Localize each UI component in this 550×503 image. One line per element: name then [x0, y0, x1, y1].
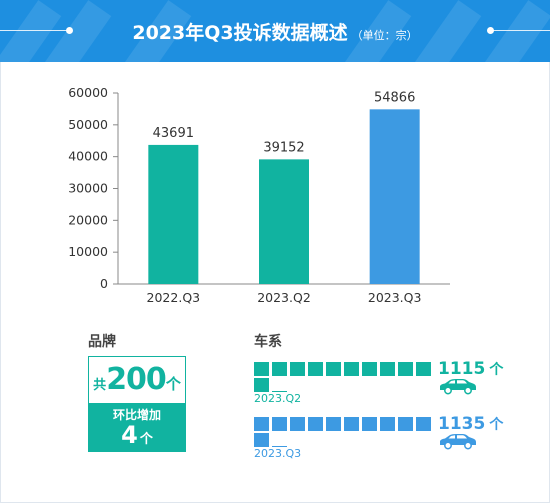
x-tick-label: 2023.Q2	[257, 290, 311, 305]
bar-data-label: 39152	[263, 140, 304, 155]
title-dot-left	[66, 27, 73, 34]
series-label: 车系	[254, 334, 282, 350]
brand-change-label: 环比增加	[112, 408, 161, 422]
y-tick-label: 50000	[68, 117, 108, 132]
series-cell	[398, 417, 413, 431]
bar	[259, 159, 309, 284]
series-cell	[362, 362, 377, 376]
y-tick-label: 30000	[68, 181, 108, 196]
y-tick-label: 0	[100, 276, 108, 291]
series-cell	[416, 362, 431, 376]
series-cell	[380, 417, 395, 431]
brand-change-unit: 个	[139, 432, 153, 447]
title-line-left	[0, 30, 70, 31]
series-cell	[254, 362, 269, 376]
bar-data-label: 43691	[153, 126, 194, 141]
page-title: 2023年Q3投诉数据概述	[132, 22, 348, 44]
series-value-number: 1135	[438, 414, 486, 434]
series-value: 1135 个	[438, 414, 503, 434]
title-bar: 2023年Q3投诉数据概述 （单位：宗）	[0, 0, 550, 62]
y-tick-label: 40000	[68, 149, 108, 164]
bar-data-label: 54866	[374, 90, 415, 105]
brand-prefix: 共	[93, 378, 107, 393]
y-tick-label: 60000	[68, 85, 108, 100]
unit-note: （单位：宗）	[351, 29, 418, 42]
series-cell	[254, 378, 269, 392]
series-cell	[416, 417, 431, 431]
title-line-right	[490, 30, 550, 31]
series-cell	[254, 433, 269, 447]
series-value: 1115 个	[438, 359, 503, 379]
brand-label: 品牌	[88, 334, 116, 350]
series-cell	[380, 362, 395, 376]
series-cell	[308, 362, 323, 376]
x-tick-label: 2023.Q3	[368, 290, 422, 305]
series-value-unit: 个	[489, 417, 504, 433]
series-value-unit: 个	[489, 362, 504, 378]
series-cell	[272, 417, 287, 431]
series-cell	[326, 417, 341, 431]
series-quarter: 2023.Q2	[254, 392, 302, 405]
series-cell	[344, 417, 359, 431]
series-partial-cell	[272, 391, 287, 392]
bar	[148, 144, 199, 284]
series-partial-cell	[272, 446, 287, 447]
series-cell	[290, 417, 305, 431]
series-cell	[272, 362, 287, 376]
brand-total: 共200个	[89, 357, 185, 403]
title-text: 2023年Q3投诉数据概述 （单位：宗）	[0, 18, 550, 45]
series-quarter: 2023.Q3	[254, 447, 302, 460]
y-tick-label: 10000	[68, 244, 108, 259]
series-value-number: 1115	[438, 359, 486, 379]
brand-change-value: 4	[121, 421, 138, 449]
brand-total-value: 200	[106, 362, 167, 397]
x-tick-label: 2022.Q3	[147, 290, 201, 305]
series-cell	[254, 417, 269, 431]
bar-chart: 0 10000 20000 30000 40000 50000 60000 43691 2022…	[68, 85, 450, 305]
car-icon	[440, 379, 476, 395]
brand-total-unit: 个	[165, 375, 181, 393]
title-dot-right	[487, 27, 494, 34]
series-cell	[326, 362, 341, 376]
series-cell	[308, 417, 323, 431]
car-icon	[440, 434, 476, 450]
series-cell	[344, 362, 359, 376]
bar	[369, 109, 420, 284]
series-cell	[362, 417, 377, 431]
series-cell	[398, 362, 413, 376]
series-cell	[290, 362, 305, 376]
y-tick-label: 20000	[68, 212, 108, 227]
